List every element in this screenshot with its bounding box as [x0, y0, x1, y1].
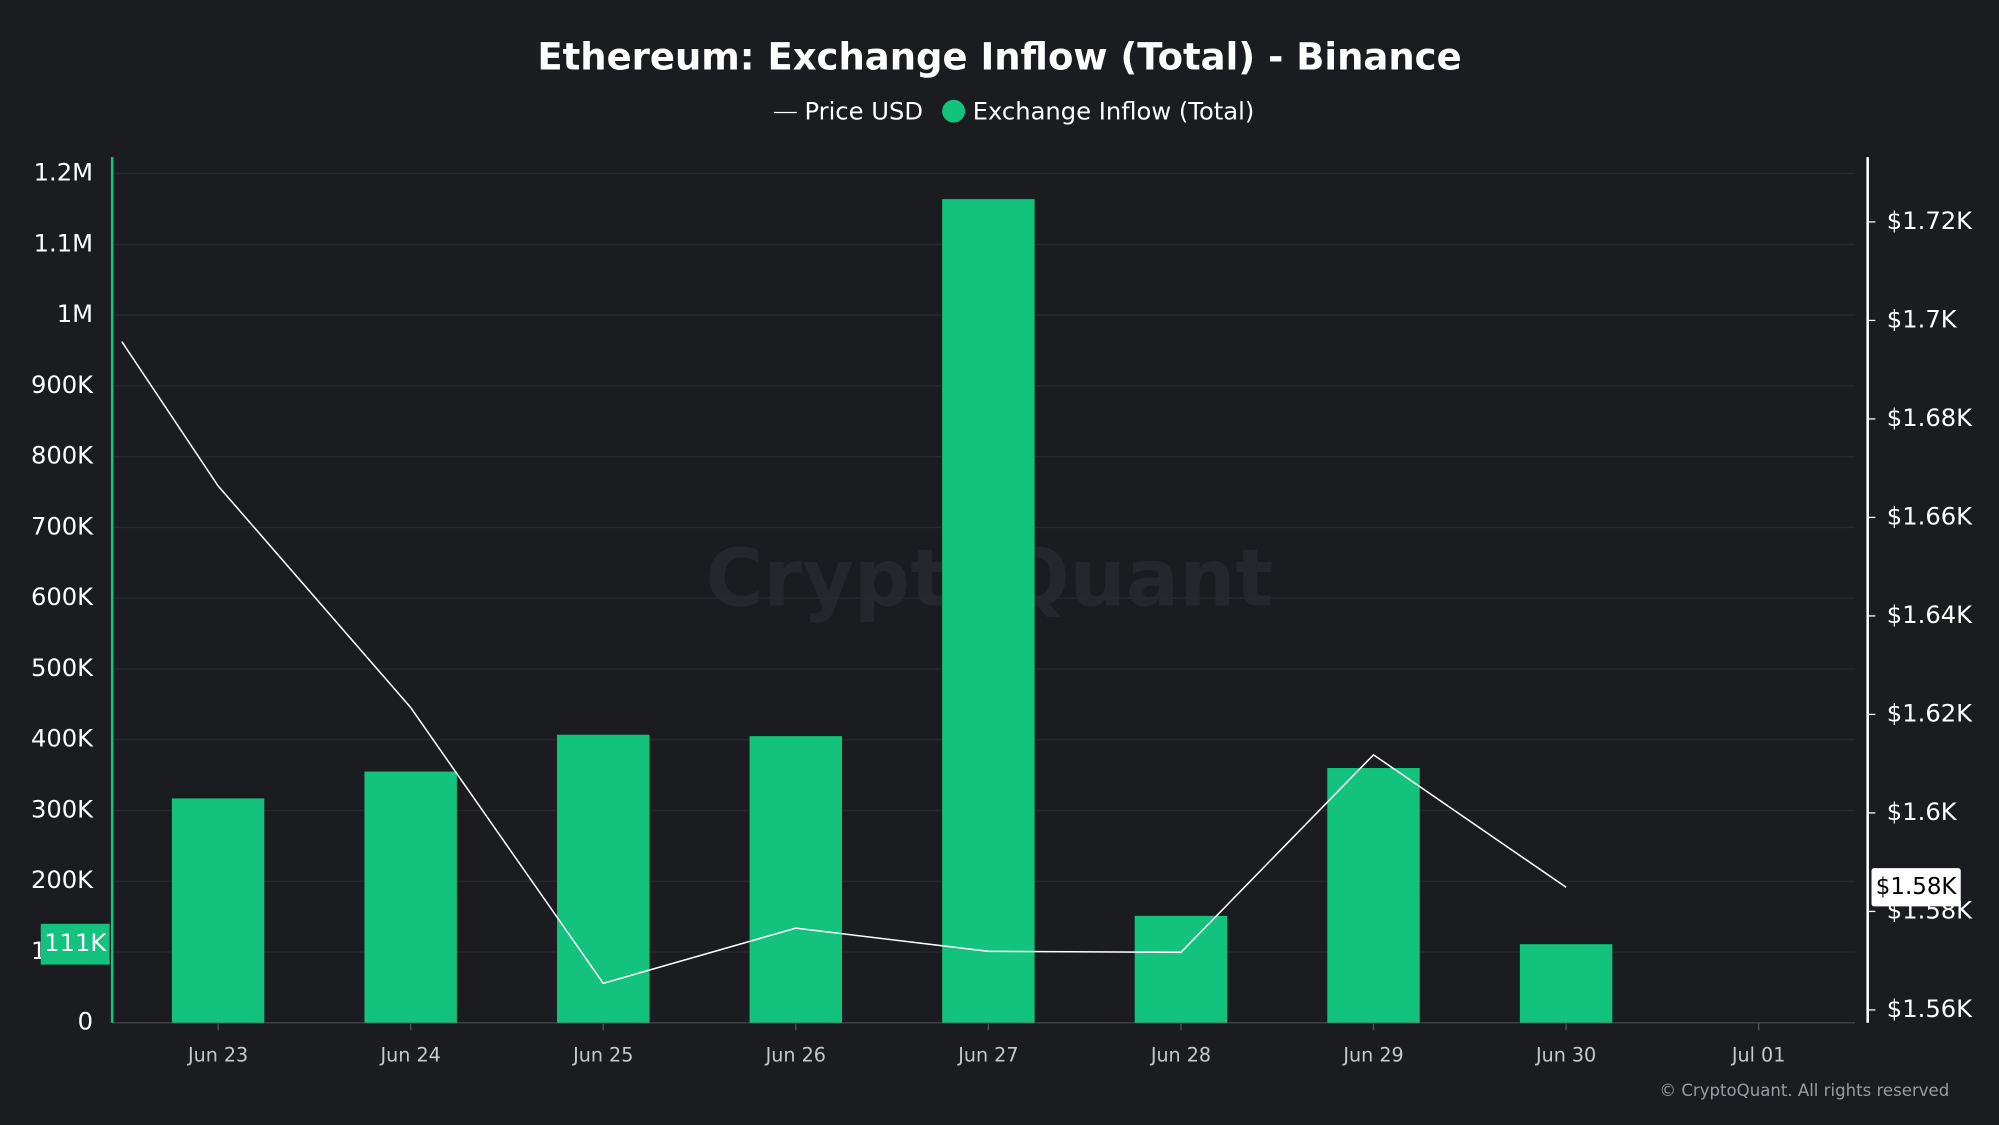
- x-tick-label: Jun 29: [1342, 1043, 1403, 1066]
- y2-tick-label: $1.72K: [1887, 207, 1973, 235]
- x-tick-label: Jun 26: [765, 1043, 826, 1066]
- credit: © CryptoQuant. All rights reserved: [1660, 1081, 1950, 1100]
- y-tick-label: 800K: [31, 442, 94, 470]
- y2-tick-label: $1.56K: [1887, 995, 1973, 1023]
- y-tick-label: 500K: [31, 654, 94, 682]
- y-tick-label: 200K: [31, 866, 94, 894]
- y-tick-label: 1.1M: [34, 229, 93, 257]
- y2-tick-label: $1.6K: [1887, 798, 1958, 826]
- value-badge: [1871, 868, 1961, 907]
- legend-label: Exchange Inflow (Total): [973, 97, 1255, 125]
- y2-tick-label: $1.66K: [1887, 502, 1973, 530]
- price-line: [121, 341, 1567, 985]
- bar: [1519, 944, 1613, 1023]
- bar: [1134, 915, 1228, 1023]
- bar: [749, 736, 843, 1023]
- x-tick-label: Jun 28: [1150, 1043, 1211, 1066]
- x-tick-label: Jun 27: [957, 1043, 1018, 1066]
- y-tick-label: 400K: [31, 725, 94, 753]
- bar: [171, 798, 265, 1023]
- value-badge: [40, 923, 110, 965]
- y2-tick-label: $1.62K: [1887, 699, 1973, 727]
- bar: [557, 734, 650, 1023]
- y2-tick-label: $1.7K: [1887, 305, 1958, 333]
- bar: [364, 771, 457, 1023]
- value-label: $1.58K: [1876, 874, 1958, 900]
- y2-tick-label: $1.68K: [1887, 404, 1973, 432]
- y-tick-label: 0: [78, 1008, 93, 1036]
- legend-swatch: [942, 99, 966, 123]
- legend-label: Price USD: [804, 97, 923, 125]
- bar: [942, 199, 1035, 1023]
- y-tick-label: 900K: [31, 371, 94, 399]
- bar: [1327, 768, 1420, 1023]
- x-tick-label: Jun 30: [1535, 1043, 1596, 1066]
- x-tick-label: Jun 25: [572, 1043, 633, 1066]
- x-tick-label: Jun 23: [187, 1043, 248, 1066]
- y-tick-label: 700K: [31, 512, 94, 540]
- y-tick-label: 600K: [31, 583, 94, 611]
- y-tick-label: 1M: [57, 300, 93, 328]
- y2-tick-label: $1.64K: [1887, 601, 1973, 629]
- value-label: 111K: [44, 929, 107, 957]
- chart-title: Ethereum: Exchange Inflow (Total) - Bina…: [537, 35, 1461, 78]
- y-tick-label: 1.2M: [34, 159, 93, 187]
- y-tick-label: 300K: [31, 795, 94, 823]
- x-tick-label: Jun 24: [380, 1043, 441, 1066]
- x-tick-label: Jul 01: [1731, 1043, 1785, 1066]
